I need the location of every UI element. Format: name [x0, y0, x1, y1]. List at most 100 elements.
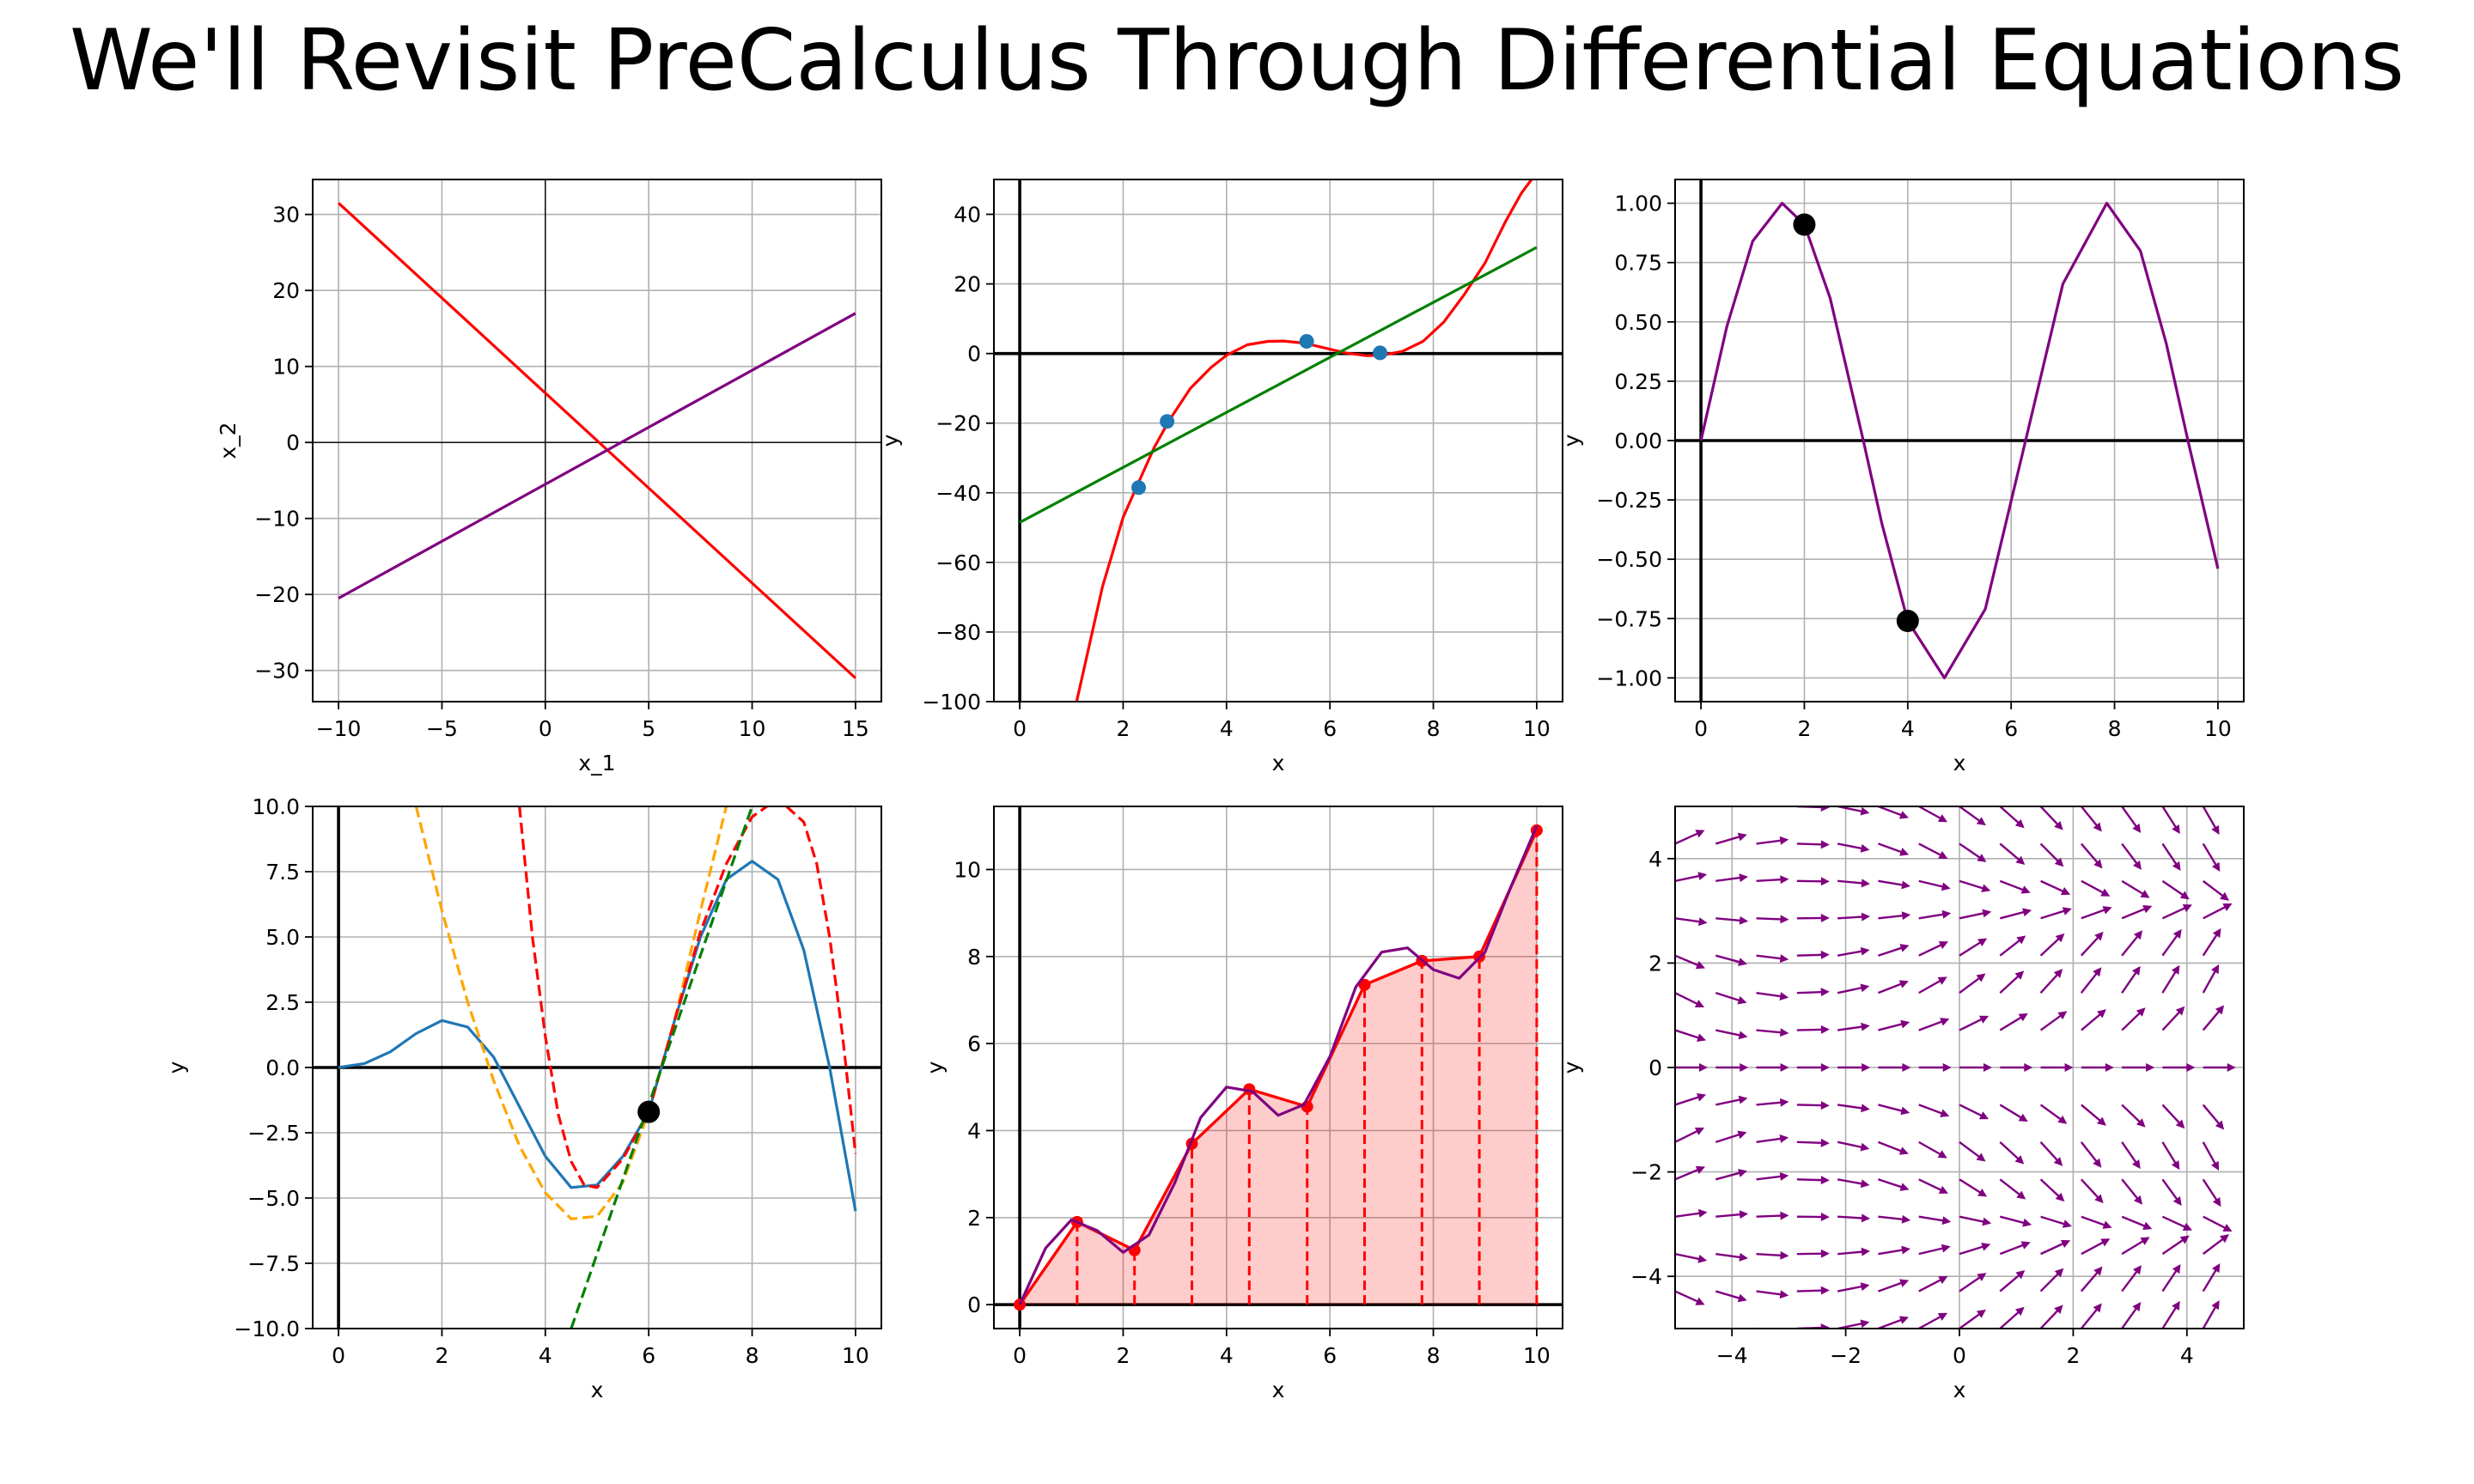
x-tick-label: 2	[1798, 716, 1812, 741]
field-arrowhead	[1738, 795, 1747, 804]
field-arrow	[1878, 1178, 1905, 1189]
field-arrow	[1959, 1140, 1983, 1159]
field-arrowhead	[1976, 1153, 1986, 1162]
field-arrow	[2243, 1216, 2244, 1219]
field-arrowhead	[2211, 861, 2221, 872]
field-arrowhead	[2020, 1241, 2031, 1250]
field-arrowhead	[1860, 1179, 1870, 1189]
field-arrowhead	[2215, 1120, 2225, 1130]
data-point	[1896, 610, 1919, 633]
field-arrow	[2161, 1141, 2178, 1166]
field-arrowhead	[1738, 958, 1747, 966]
field-arrow	[1878, 1280, 1904, 1292]
field-arrowhead	[1976, 817, 1986, 826]
y-tick-label: −0.50	[1596, 547, 1662, 572]
field-arrowhead	[2211, 1263, 2221, 1274]
field-arrowhead	[1739, 1252, 1748, 1262]
field-arrow	[2039, 971, 2061, 994]
x-axis-label: x	[1272, 1378, 1285, 1402]
y-tick-label: 2.5	[265, 990, 300, 1015]
field-arrow	[1715, 991, 1743, 1002]
y-tick-label: 30	[272, 203, 300, 228]
field-arrow	[1675, 1252, 1703, 1261]
y-tick-label: 0	[967, 342, 981, 367]
field-arrow	[2202, 879, 2226, 899]
field-arrow	[1959, 1017, 1985, 1031]
field-arrow	[2242, 1141, 2244, 1145]
field-arrow	[1918, 1178, 1945, 1193]
field-arrow	[2202, 932, 2220, 957]
field-arrowhead	[2263, 1225, 2272, 1232]
field-arrow	[1918, 1140, 1944, 1157]
x-tick-label: −10	[316, 716, 362, 741]
field-arrow	[1756, 1214, 1784, 1218]
field-arrow	[2080, 1306, 2099, 1329]
field-arrowhead	[2175, 1119, 2185, 1129]
field-arrow	[1756, 991, 1784, 998]
field-arrowhead	[1981, 884, 1991, 892]
field-arrowhead	[2268, 1063, 2276, 1072]
field-arrowhead	[2054, 1305, 2063, 1315]
field-arrow	[1796, 953, 1825, 957]
field-arrow	[1999, 879, 2026, 892]
field-arrow	[1959, 1274, 1983, 1292]
subplot-2: 0 2 4 6 8 10 −100 −80 −60 −40 −20 0 20 40 x y	[878, 179, 1563, 775]
field-arrow	[2242, 953, 2244, 956]
field-arrow	[2243, 880, 2244, 883]
field-arrow	[1796, 1289, 1825, 1292]
field-arrowhead	[2186, 1063, 2196, 1072]
series-line-1	[1699, 202, 2220, 679]
field-arrowhead	[1937, 1150, 1947, 1159]
field-arrowhead	[2105, 1063, 2114, 1072]
field-arrow	[2121, 934, 2141, 957]
field-arrow	[2121, 970, 2139, 994]
field-arrowhead	[1977, 1188, 1988, 1197]
field-arrowhead	[1860, 1319, 1870, 1329]
field-arrow	[1675, 1290, 1701, 1304]
field-arrowhead	[2172, 1196, 2182, 1207]
field-arrowhead	[1941, 909, 1952, 919]
y-tick-label: 0.75	[1614, 251, 1662, 276]
y-tick-label: 5.0	[265, 925, 300, 950]
field-arrowhead	[1737, 832, 1747, 842]
field-arrowhead	[1779, 954, 1789, 964]
field-arrowhead	[2094, 931, 2104, 941]
field-arrowhead	[2210, 1160, 2220, 1171]
field-arrowhead	[2093, 1266, 2103, 1276]
field-arrow	[1959, 1244, 1986, 1256]
field-arrowhead	[1697, 872, 1708, 881]
x-tick-label: 0	[332, 1343, 345, 1368]
field-arrow	[2161, 1238, 2186, 1256]
x-axis-label: x	[1953, 1378, 1966, 1402]
field-arrowhead	[1740, 1063, 1749, 1072]
field-arrowhead	[2015, 855, 2026, 865]
field-arrowhead	[2055, 933, 2065, 943]
y-axis-label: y	[923, 1061, 948, 1073]
field-arrow	[1715, 954, 1743, 964]
field-arrow	[1878, 1104, 1905, 1113]
field-arrow	[1796, 990, 1825, 994]
field-arrowhead	[2060, 887, 2071, 896]
y-tick-label: 8	[967, 945, 981, 970]
field-arrow	[2242, 806, 2244, 809]
field-arrow	[2081, 879, 2106, 896]
subplot-4: 0 2 4 6 8 10 −10.0 −7.5 −5.0 −2.5 0.0 2.5 5.0 7.5 10.0…	[164, 794, 882, 1402]
field-arrowhead	[2094, 1194, 2104, 1204]
field-arrow	[1756, 1101, 1784, 1106]
field-arrowhead	[1695, 1297, 1705, 1305]
field-arrowhead	[1982, 1217, 1992, 1226]
field-arrowhead	[2252, 1198, 2260, 1207]
field-arrow	[1837, 1322, 1865, 1329]
plot-area	[1019, 179, 1538, 702]
field-arrowhead	[2132, 1302, 2142, 1312]
field-arrowhead	[1900, 1106, 1910, 1116]
field-arrowhead	[2060, 1239, 2071, 1248]
riemann-area	[1020, 830, 1537, 1305]
field-arrowhead	[1861, 1247, 1870, 1256]
field-arrow	[1999, 1309, 2021, 1329]
x-tick-label: 2	[1117, 716, 1130, 741]
field-arrowhead	[2172, 928, 2182, 939]
axes-frame	[312, 179, 882, 702]
field-arrowhead	[2093, 967, 2102, 977]
field-arrow	[1756, 878, 1784, 883]
